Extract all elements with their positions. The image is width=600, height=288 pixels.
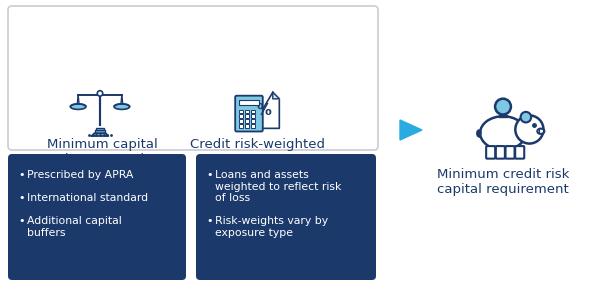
FancyBboxPatch shape [245,114,249,118]
FancyBboxPatch shape [239,114,243,118]
Ellipse shape [480,116,526,150]
Text: •: • [18,216,25,226]
FancyBboxPatch shape [239,100,259,105]
Polygon shape [273,92,280,99]
FancyBboxPatch shape [8,154,186,280]
FancyBboxPatch shape [251,119,255,123]
FancyBboxPatch shape [239,109,243,113]
Text: Minimum credit risk
capital requirement: Minimum credit risk capital requirement [437,168,569,196]
Circle shape [515,115,544,143]
Text: Additional capital
buffers: Additional capital buffers [27,216,122,238]
FancyBboxPatch shape [239,119,243,123]
Polygon shape [92,133,109,136]
FancyBboxPatch shape [506,146,515,159]
Text: •: • [206,216,212,226]
FancyBboxPatch shape [499,115,506,117]
FancyBboxPatch shape [8,6,378,150]
FancyBboxPatch shape [95,130,106,133]
Text: •: • [18,193,25,203]
FancyBboxPatch shape [196,154,376,280]
FancyBboxPatch shape [245,109,249,113]
FancyBboxPatch shape [245,124,249,128]
Circle shape [521,112,531,122]
Text: %: % [257,103,271,118]
FancyBboxPatch shape [235,96,263,132]
FancyBboxPatch shape [251,114,255,118]
FancyBboxPatch shape [245,119,249,123]
FancyBboxPatch shape [515,146,524,159]
Ellipse shape [114,104,130,109]
FancyBboxPatch shape [239,124,243,128]
Text: Credit risk-weighted
assets: Credit risk-weighted assets [191,138,325,166]
Text: •: • [206,170,212,180]
Circle shape [495,99,511,115]
Text: Loans and assets
weighted to reflect risk
of loss: Loans and assets weighted to reflect ris… [215,170,341,203]
Text: Prescribed by APRA: Prescribed by APRA [27,170,133,180]
Text: International standard: International standard [27,193,148,203]
FancyBboxPatch shape [496,146,505,159]
FancyBboxPatch shape [251,124,255,128]
FancyBboxPatch shape [251,109,255,113]
Text: Risk-weights vary by
exposure type: Risk-weights vary by exposure type [215,216,328,238]
Circle shape [97,91,103,96]
Ellipse shape [538,129,544,134]
FancyBboxPatch shape [486,146,495,159]
Ellipse shape [70,104,86,109]
Text: Minimum capital
adequacy ratio: Minimum capital adequacy ratio [47,138,157,166]
Polygon shape [251,92,280,128]
Polygon shape [400,120,422,140]
Text: •: • [18,170,25,180]
FancyBboxPatch shape [96,128,104,130]
